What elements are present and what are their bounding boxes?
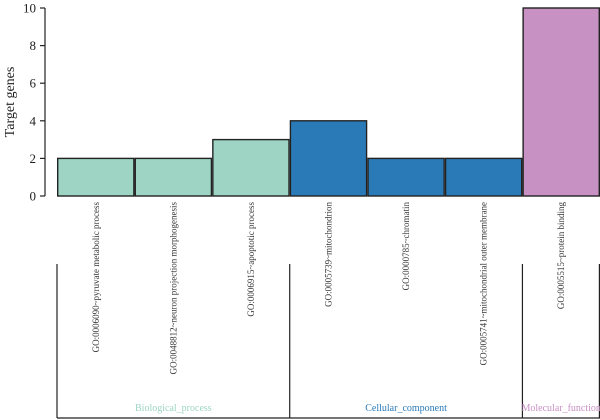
y-tick-label: 8: [30, 38, 37, 53]
y-tick-label: 4: [30, 113, 37, 128]
category-label: GO:0005741~mitochondrial outer membrane: [479, 202, 489, 365]
y-tick-label: 10: [23, 1, 36, 16]
category-label: GO:0006915~apoptotic process: [246, 202, 256, 317]
bar: [212, 138, 290, 197]
group-label: Biological_process: [135, 403, 212, 414]
category-label: GO:0005515~protein binding: [556, 202, 566, 310]
y-tick-label: 0: [30, 189, 37, 204]
bar: [444, 157, 523, 197]
group-label: Cellular_component: [365, 403, 447, 414]
bar: [522, 7, 600, 197]
y-tick-label: 2: [30, 151, 37, 166]
category-label: GO:0006090~pyruvate metabolic process: [91, 202, 101, 353]
category-label: GO:0000785~chromatin: [401, 202, 411, 291]
category-label: GO:0048812~neuron projection morphogenes…: [168, 202, 178, 375]
y-axis-label: Target genes: [3, 67, 18, 138]
y-tick-label: 6: [30, 76, 37, 91]
y-axis: 0 2 4 6 8 10: [23, 1, 46, 204]
category-label: GO:0005739~mitochondrion: [324, 202, 334, 307]
bars: [57, 7, 600, 197]
bar: [134, 157, 213, 197]
category-labels: GO:0006090~pyruvate metabolic process GO:…: [91, 202, 566, 375]
group-brackets: Biological_process Cellular_component Mole…: [56, 264, 600, 419]
bar: [57, 157, 135, 197]
group-label: Molecular_function: [522, 403, 600, 414]
bar: [289, 120, 368, 197]
bar: [367, 157, 445, 197]
